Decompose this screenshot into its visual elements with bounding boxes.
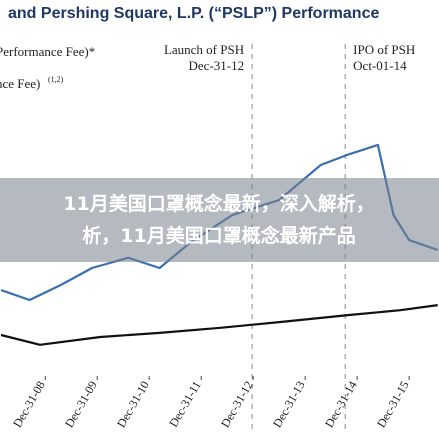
x-tick-label: Dec-31-12 [218, 379, 256, 430]
x-tick-label: Dec-31-10 [114, 379, 152, 430]
x-tick-label: Dec-31-15 [374, 379, 412, 430]
legend-superscript: (1,2) [48, 75, 64, 84]
x-tick-label: Dec-31-14 [322, 379, 360, 430]
x-tick-label: Dec-31-13 [270, 379, 308, 430]
banner-bg [0, 178, 439, 262]
event-label: IPO of PSH [353, 42, 415, 57]
event-date: Oct-01-14 [353, 58, 407, 73]
series-line [0, 304, 438, 346]
banner-text: 析，11月美国口罩概念最新产品 [82, 224, 355, 247]
x-tick-label: Dec-31-11 [166, 379, 204, 430]
chart-title: and Pershing Square, L.P. (“PSLP”) Perfo… [8, 5, 379, 22]
x-tick-label: Dec-31-09 [62, 379, 100, 430]
legend-text: nce Fee) [0, 76, 40, 91]
x-tick-label: Dec-31-08 [10, 379, 48, 430]
banner-text: 11月美国口罩概念最新，深入解析， [63, 192, 374, 215]
legend-text: Performance Fee)* [0, 44, 95, 59]
event-date: Dec-31-12 [189, 58, 245, 73]
event-label: Launch of PSH [164, 42, 244, 57]
